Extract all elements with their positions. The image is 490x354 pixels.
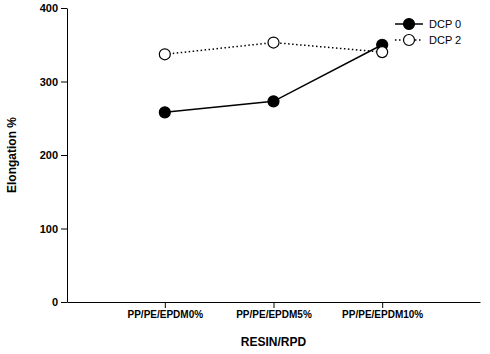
x-tick: PP/PE/EPDM0% — [128, 302, 204, 320]
x-tick-mark — [165, 302, 166, 308]
x-tick: PP/PE/EPDM5% — [236, 302, 312, 320]
y-tick: 300 — [40, 76, 67, 88]
legend-marker — [404, 35, 415, 46]
y-tick-mark — [61, 229, 67, 230]
y-tick-mark — [61, 82, 67, 83]
series-point — [159, 49, 170, 60]
x-tick-mark — [274, 302, 275, 308]
series-point — [377, 47, 388, 58]
y-tick-label: 400 — [40, 2, 58, 14]
series-point — [268, 37, 279, 48]
series-line — [165, 45, 382, 113]
legend-item: DCP 2 — [395, 34, 461, 46]
data-layer — [159, 37, 387, 118]
x-tick: PP/PE/EPDM10% — [342, 302, 423, 320]
x-tick-mark — [382, 302, 383, 308]
legend-label: DCP 2 — [429, 34, 461, 46]
y-tick: 400 — [40, 2, 67, 14]
y-tick-label: 0 — [52, 296, 58, 308]
plot: 0100200300400PP/PE/EPDM0%PP/PE/EPDM5%PP/… — [40, 2, 481, 320]
x-axis: PP/PE/EPDM0% PP/PE/EPDM5% PP/PE/EPDM10% — [68, 302, 481, 320]
y-axis-line — [67, 9, 68, 303]
chart: 0100200300400PP/PE/EPDM0%PP/PE/EPDM5%PP/… — [0, 0, 490, 354]
y-tick-label: 300 — [40, 76, 58, 88]
x-tick-label: PP/PE/EPDM10% — [342, 309, 423, 320]
y-tick-mark — [61, 155, 67, 156]
y-tick: 100 — [40, 223, 67, 235]
x-tick-label: PP/PE/EPDM5% — [236, 309, 312, 320]
y-tick: 200 — [40, 149, 67, 161]
y-tick-mark — [61, 302, 67, 303]
x-axis-title: RESIN/RPD — [241, 335, 307, 349]
y-tick: 0 — [52, 296, 67, 308]
y-tick-label: 200 — [40, 149, 58, 161]
legend-marker — [404, 19, 415, 30]
legend-item: DCP 0 — [395, 18, 461, 30]
y-tick-label: 100 — [40, 223, 58, 235]
y-axis-title: Elongation % — [5, 117, 19, 193]
series-point — [268, 96, 279, 107]
x-tick-label: PP/PE/EPDM0% — [128, 309, 204, 320]
legend-label: DCP 0 — [429, 18, 461, 30]
y-axis: 0 100 200 300 400 — [40, 2, 68, 308]
series-point — [159, 107, 170, 118]
legend: DCP 0 DCP 2 — [395, 18, 461, 46]
y-tick-mark — [61, 8, 67, 9]
